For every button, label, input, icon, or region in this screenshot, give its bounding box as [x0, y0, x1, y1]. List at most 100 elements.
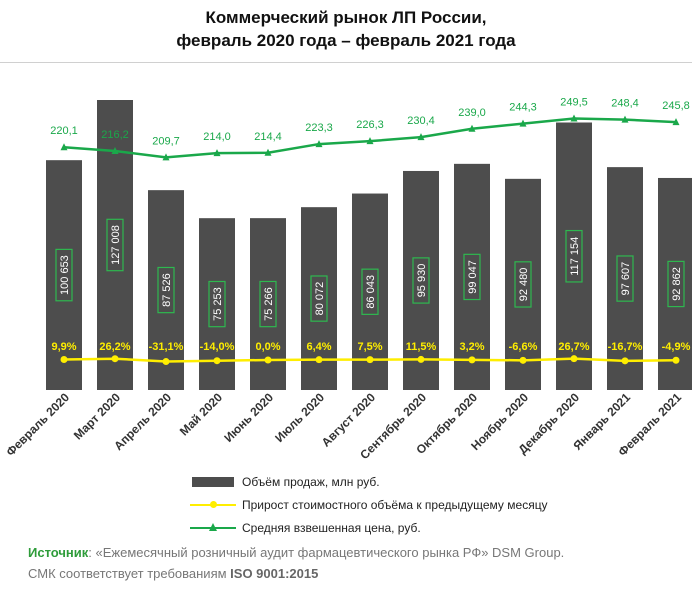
chart-title-line1: Коммерческий рынок ЛП России,	[205, 8, 487, 27]
growth-label-10: -6,6%	[509, 341, 538, 353]
x-tick-label-6: Июль 2020	[272, 390, 327, 445]
growth-point-1	[60, 356, 68, 364]
bar-value-box-8	[412, 257, 430, 304]
bar-value-text-4: 75 253	[212, 287, 224, 321]
legend-item-sales: Объём продаж, млн руб.	[190, 470, 548, 493]
source-note: Источник: «Ежемесячный розничный аудит ф…	[28, 542, 564, 584]
bar-value-box-4	[208, 280, 226, 328]
bar-value-box-2	[106, 218, 124, 272]
price-label-5: 214,4	[254, 131, 282, 143]
bar-value-box-5	[259, 280, 277, 328]
bar-value-text-7: 86 043	[365, 275, 377, 309]
bar-value-box-13	[667, 260, 685, 308]
growth-label-2: 26,2%	[99, 341, 130, 353]
price-point-4	[213, 149, 221, 157]
bar-value-text-5: 75 266	[263, 287, 275, 321]
bar-value-label-3: 87 526	[157, 266, 175, 314]
legend-label-growth: Прирост стоимостного объёма к предыдущем…	[242, 497, 548, 512]
price-point-3	[162, 153, 170, 161]
price-point-13	[672, 118, 680, 126]
price-label-9: 239,0	[458, 107, 486, 119]
price-point-10	[519, 119, 527, 127]
bar-value-label-4: 75 253	[208, 280, 226, 328]
growth-point-8	[417, 355, 425, 363]
bar-value-box-1	[55, 248, 73, 302]
growth-label-5: 0,0%	[255, 341, 280, 353]
price-point-2	[111, 147, 119, 154]
growth-label-11: 26,7%	[558, 341, 589, 353]
legend-item-growth: Прирост стоимостного объёма к предыдущем…	[190, 493, 548, 516]
growth-point-4	[213, 357, 221, 365]
growth-point-2	[111, 355, 119, 363]
chart-title: Коммерческий рынок ЛП России, февраль 20…	[0, 6, 692, 52]
growth-point-9	[468, 356, 476, 364]
price-point-5	[264, 148, 272, 156]
x-tick-label-2: Март 2020	[71, 390, 123, 442]
source-text: : «Ежемесячный розничный аудит фармацевт…	[88, 545, 565, 560]
growth-point-12	[621, 357, 629, 365]
legend: Объём продаж, млн руб. Прирост стоимостн…	[190, 470, 548, 539]
price-point-6	[315, 140, 323, 148]
price-label-11: 249,5	[560, 97, 588, 109]
price-label-12: 248,4	[611, 98, 639, 110]
legend-swatch-growth	[190, 499, 236, 511]
growth-label-9: 3,2%	[459, 341, 484, 353]
bar-value-box-11	[565, 229, 583, 283]
x-tick-label-1: Февраль 2020	[3, 390, 72, 459]
bar-value-label-2: 127 008	[106, 218, 124, 272]
growth-label-13: -4,9%	[662, 341, 691, 353]
bar-value-text-11: 117 154	[569, 237, 581, 276]
legend-item-price: Средняя взвешенная цена, руб.	[190, 516, 548, 539]
bar-value-text-1: 100 653	[59, 255, 71, 295]
bar-value-box-12	[616, 255, 634, 302]
growth-point-7	[366, 356, 374, 364]
growth-point-13	[672, 356, 680, 364]
bar-value-text-3: 87 526	[161, 273, 173, 307]
price-point-11	[570, 114, 578, 122]
bar-value-label-13: 92 862	[667, 260, 685, 308]
bar-value-label-5: 75 266	[259, 280, 277, 328]
growth-label-4: -14,0%	[200, 341, 235, 353]
bar-value-box-6	[310, 275, 328, 322]
bar-value-text-13: 92 862	[671, 267, 683, 301]
chart-title-line2: февраль 2020 года – февраль 2021 года	[176, 31, 516, 50]
growth-point-5	[264, 356, 272, 364]
source-label: Источник	[28, 545, 89, 560]
price-point-9	[468, 124, 476, 132]
price-label-4: 214,0	[203, 131, 231, 143]
bar-value-box-7	[361, 268, 379, 315]
price-point-7	[366, 137, 374, 145]
price-point-8	[417, 133, 425, 141]
bar-value-text-9: 99 047	[467, 260, 479, 294]
price-point-12	[621, 115, 629, 123]
price-label-7: 226,3	[356, 119, 384, 131]
source-line2: СМК соответствует требованиям	[28, 566, 231, 581]
growth-point-11	[570, 355, 578, 363]
growth-label-12: -16,7%	[608, 341, 643, 353]
bar-value-box-9	[463, 253, 481, 301]
bar-value-text-2: 127 008	[110, 225, 122, 265]
legend-swatch-price	[190, 522, 236, 534]
growth-label-6: 6,4%	[306, 341, 331, 353]
plot-frame	[0, 62, 692, 473]
x-tick-label-5: Июнь 2020	[221, 390, 276, 445]
growth-point-6	[315, 356, 323, 364]
bar-value-label-11: 117 154	[565, 229, 583, 283]
bar-value-label-12: 97 607	[616, 255, 634, 302]
growth-point-10	[519, 356, 527, 364]
legend-label-sales: Объём продаж, млн руб.	[242, 474, 380, 489]
price-label-13: 245,8	[662, 100, 690, 112]
price-label-3: 209,7	[152, 135, 180, 147]
price-label-1: 220,1	[50, 125, 78, 137]
bar-value-text-10: 92 480	[518, 268, 530, 302]
source-iso: ISO 9001:2015	[230, 566, 319, 581]
bar-value-label-6: 80 072	[310, 275, 328, 322]
growth-point-3	[162, 358, 170, 366]
price-label-2: 216,2	[101, 129, 129, 141]
growth-label-7: 7,5%	[357, 341, 382, 353]
growth-label-3: -31,1%	[149, 341, 184, 353]
legend-label-price: Средняя взвешенная цена, руб.	[242, 520, 421, 535]
bar-value-label-1: 100 653	[55, 248, 73, 302]
growth-label-1: 9,9%	[51, 341, 76, 353]
